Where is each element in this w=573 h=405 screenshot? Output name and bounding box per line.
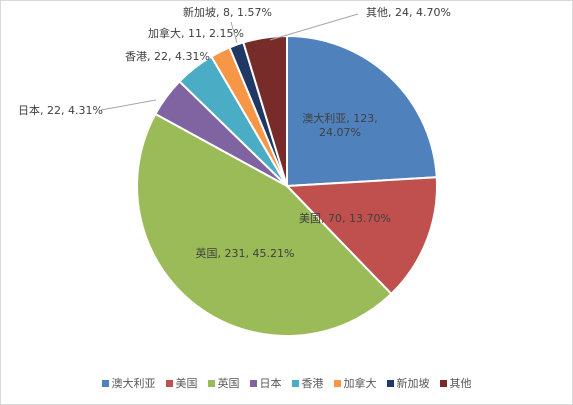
legend-item-singapore: 新加坡: [386, 375, 430, 391]
legend-item-usa: 美国: [165, 375, 198, 391]
leader-line-other: [269, 13, 359, 41]
legend-label-usa: 美国: [175, 377, 198, 390]
data-label-uk: 英国, 231, 45.21%: [196, 246, 295, 260]
data-label-hongkong: 香港, 22, 4.31%: [125, 50, 210, 63]
pie-slice-usa: [284, 176, 438, 296]
chart-legend: 澳大利亚 美国 英国 日本 香港 加拿大 新加坡 其他: [0, 375, 573, 391]
legend-item-japan: 日本: [249, 375, 282, 391]
legend-label-other: 其他: [449, 377, 472, 390]
legend-label-uk: 英国: [217, 377, 240, 390]
legend-item-other: 其他: [439, 375, 472, 391]
data-label-singapore: 新加坡, 8, 1.57%: [183, 5, 272, 19]
leader-line-japan: [100, 99, 157, 111]
legend-swatch-other: [439, 379, 447, 387]
pie-slice-uk: [136, 112, 393, 337]
legend-swatch-canada: [333, 379, 341, 387]
legend-swatch-hongkong: [291, 379, 299, 387]
data-label-australia: 澳大利亚, 123,: [302, 111, 378, 125]
data-label-japan: 日本, 22, 4.31%: [18, 103, 103, 117]
legend-label-japan: 日本: [259, 377, 282, 390]
legend-label-canada: 加拿大: [343, 377, 377, 390]
data-label-usa: 美国, 70, 13.70%: [299, 212, 391, 225]
legend-swatch-uk: [207, 379, 215, 387]
legend-item-australia: 澳大利亚: [101, 375, 156, 391]
pie-slice-other: [242, 34, 288, 187]
legend-swatch-singapore: [386, 379, 394, 387]
legend-label-australia: 澳大利亚: [111, 377, 156, 390]
pie-chart: 澳大利亚, 123,24.07% 美国, 70, 13.70% 英国, 231, 4…: [18, 5, 451, 337]
pie-slice-australia: [286, 34, 438, 188]
data-label-canada: 加拿大, 11, 2.15%: [148, 26, 244, 40]
leader-line-singapore: [230, 21, 238, 44]
legend-label-singapore: 新加坡: [396, 377, 430, 390]
legend-item-uk: 英国: [207, 375, 240, 391]
legend-item-canada: 加拿大: [333, 375, 377, 391]
data-label-other: 其他, 24, 4.70%: [366, 6, 451, 19]
data-label-australia-line2: 24.07%: [319, 126, 361, 139]
legend-swatch-usa: [165, 379, 173, 387]
legend-swatch-japan: [249, 379, 257, 387]
legend-swatch-australia: [101, 379, 109, 387]
legend-label-hongkong: 香港: [301, 377, 324, 390]
legend-item-hongkong: 香港: [291, 375, 324, 391]
